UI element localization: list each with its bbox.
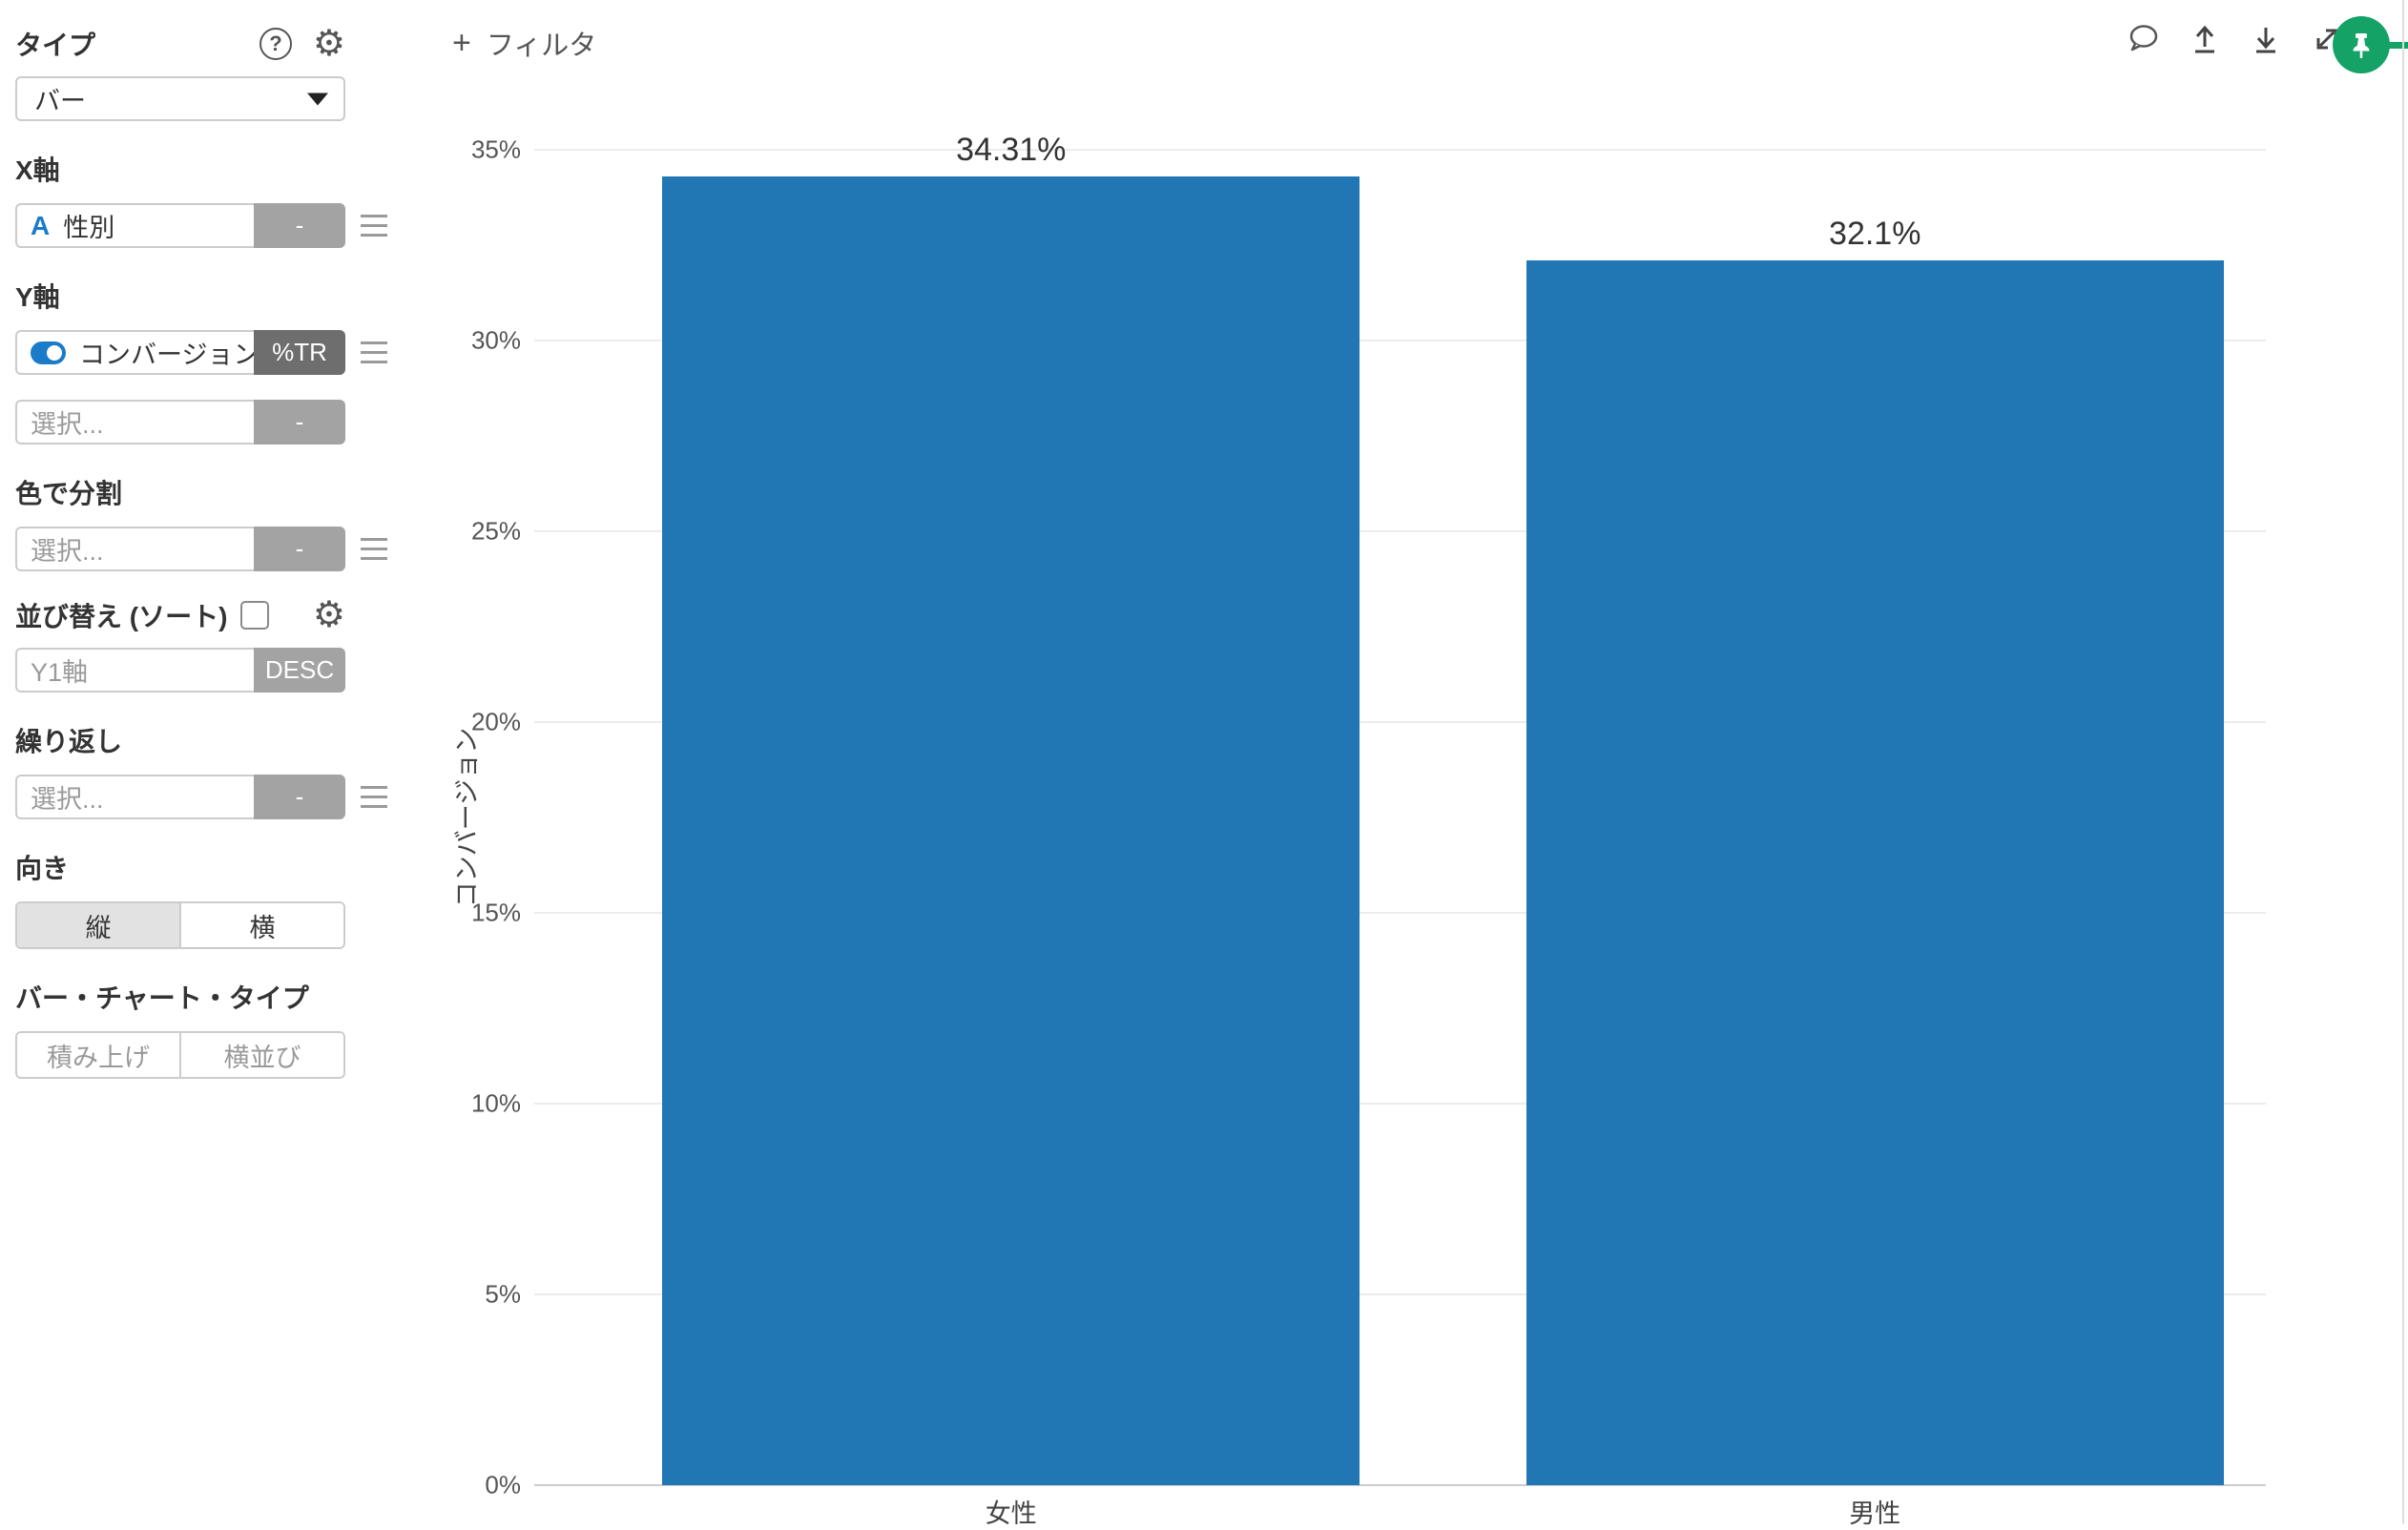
bar-type-section-label: バー・チャート・タイプ — [15, 983, 309, 1013]
sort-checkbox[interactable] — [240, 601, 270, 630]
y-axis-title: コンバージョン — [452, 727, 482, 908]
sort-section-label: 並び替え (ソート) — [15, 602, 228, 631]
upload-icon[interactable] — [2187, 21, 2223, 57]
toggle-type-icon — [31, 341, 66, 364]
color-placeholder: 選択... — [31, 537, 104, 566]
gear-icon[interactable]: ⚙ — [312, 24, 345, 64]
sort-field-placeholder: Y1軸 — [31, 658, 89, 687]
bar-女性[interactable] — [662, 176, 1360, 1485]
color-field[interactable]: 選択... - — [15, 527, 345, 571]
bar-type-dodge-button[interactable]: 横並び — [179, 1033, 343, 1077]
x-tick-label: 男性 — [1849, 1499, 1901, 1528]
chevron-down-icon — [307, 93, 328, 105]
plus-icon: + — [452, 25, 471, 61]
y-axis-extra-placeholder: 選択... — [31, 410, 104, 439]
gridline-0 — [534, 1484, 2266, 1486]
y-axis-menu-icon[interactable] — [361, 341, 387, 363]
bar-value-label: 32.1% — [1829, 216, 1921, 252]
sort-gear-icon[interactable]: ⚙ — [312, 595, 345, 635]
repeat-section-label: 繰り返し — [15, 727, 123, 756]
gridline-10 — [534, 1103, 2266, 1105]
x-axis-label: X軸 — [15, 155, 60, 185]
bar-type-toggle: 積み上げ 横並び — [15, 1031, 345, 1079]
orientation-section-label: 向き — [15, 854, 70, 883]
x-tick-label: 女性 — [985, 1499, 1037, 1528]
repeat-menu-icon[interactable] — [361, 786, 387, 808]
text-type-icon: A — [31, 210, 51, 240]
bar-男性[interactable] — [1526, 260, 2224, 1485]
user-avatar[interactable] — [2333, 16, 2390, 73]
x-axis-agg-button[interactable]: - — [254, 203, 345, 248]
y-tick-label: 25% — [470, 516, 521, 546]
sort-field[interactable]: Y1軸 DESC — [15, 648, 345, 693]
chart-type-select[interactable]: バー — [15, 76, 345, 121]
y-axis-field-name: コンバージョン — [79, 341, 254, 369]
y-axis-agg-button[interactable]: %TR — [254, 330, 345, 375]
repeat-field[interactable]: 選択... - — [15, 775, 345, 819]
bar-chart-plot-area: 0% 5% 10% 15% 20% 25% 30% 35% 34.31% 女性 32.1% 男性 — [471, 132, 2266, 1528]
repeat-agg-button[interactable]: - — [254, 775, 345, 819]
avatar-connector — [2388, 42, 2408, 49]
y-axis-extra-field[interactable]: 選択... - — [15, 400, 345, 445]
bar-type-stacked-button[interactable]: 積み上げ — [17, 1033, 179, 1077]
chart-settings-sidebar: タイプ ? ⚙ バー X軸 A 性別 - Y軸 コンバージョン %TR — [0, 0, 393, 1524]
filter-button-label: フィルタ — [486, 31, 597, 61]
y-tick-label: 35% — [470, 134, 521, 164]
pushpin-icon — [2353, 33, 2370, 58]
color-menu-icon[interactable] — [361, 538, 387, 560]
sort-order-button[interactable]: DESC — [254, 648, 345, 693]
gridline-20 — [534, 721, 2266, 723]
x-axis-field-name: 性別 — [63, 214, 115, 242]
orientation-toggle: 縦 横 — [15, 901, 345, 949]
chart-type-value: バー — [34, 87, 86, 115]
type-section-label: タイプ — [15, 31, 96, 60]
gridline-5 — [534, 1293, 2266, 1295]
comment-icon[interactable] — [2126, 21, 2162, 57]
y-tick-label: 5% — [485, 1279, 521, 1309]
bar-value-label: 34.31% — [956, 131, 1067, 168]
orientation-horizontal-button[interactable]: 横 — [179, 903, 343, 947]
y-tick-label: 15% — [470, 898, 521, 927]
y-tick-label: 30% — [470, 325, 521, 355]
help-icon[interactable]: ? — [259, 28, 292, 60]
y-axis-field[interactable]: コンバージョン %TR — [15, 330, 345, 375]
y-tick-label: 0% — [485, 1470, 521, 1499]
color-agg-button[interactable]: - — [254, 527, 345, 571]
right-panel-edge — [2402, 0, 2404, 1524]
y-axis-label: Y軸 — [15, 282, 60, 312]
gridline-35 — [534, 149, 2266, 151]
gridline-30 — [534, 340, 2266, 341]
y-tick-label: 10% — [470, 1088, 521, 1118]
color-section-label: 色で分割 — [15, 479, 123, 508]
x-axis-field[interactable]: A 性別 - — [15, 203, 345, 248]
add-filter-button[interactable]: + フィルタ — [452, 23, 596, 63]
x-axis-menu-icon[interactable] — [361, 215, 387, 237]
download-icon[interactable] — [2248, 21, 2284, 57]
y-axis-extra-agg-button[interactable]: - — [254, 400, 345, 445]
orientation-vertical-button[interactable]: 縦 — [17, 903, 179, 947]
repeat-placeholder: 選択... — [31, 785, 104, 814]
gridline-15 — [534, 912, 2266, 914]
y-tick-label: 20% — [470, 707, 521, 736]
gridline-25 — [534, 530, 2266, 532]
